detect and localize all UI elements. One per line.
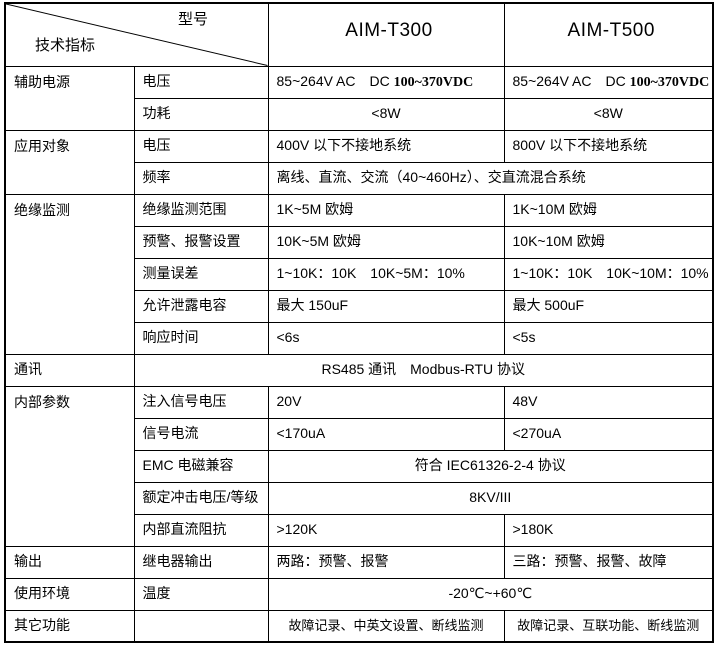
value-communication: RS485 通讯 Modbus-RTU 协议 (133, 353, 714, 387)
table-row: 内部直流阻抗 >120K >180K (5, 513, 714, 547)
value-app-voltage-t500: 800V 以下不接地系统 (503, 129, 714, 163)
category-internal: 内部参数 (4, 385, 135, 547)
table-row: 内部参数 注入信号电压 20V 48V (4, 385, 714, 547)
value-leak-capacitance-t500: 最大 500uF (503, 289, 714, 323)
value-measure-error-t300: 1~10K：10K 10K~5M：10% (267, 257, 505, 291)
corner-cell: 型号 技术指标 (4, 2, 269, 67)
aux-voltage-t300-plain: 85~264V AC DC (276, 72, 390, 89)
value-consumption-t500: <8W (503, 97, 714, 131)
value-temperature: -20℃~+60℃ (267, 577, 714, 611)
value-impulse-voltage: 8KV/III (267, 481, 714, 515)
aux-voltage-t500-plain: 85~264V AC DC (512, 72, 626, 89)
value-dc-impedance-t500: >180K (503, 513, 714, 547)
table-row: 使用环境 温度 -20℃~+60℃ (4, 577, 714, 611)
spec-signal-current: 信号电流 (133, 417, 269, 451)
value-dc-impedance-t300: >120K (267, 513, 505, 547)
table-row: 响应时间 <6s <5s (5, 321, 714, 355)
table-row: 其它功能 故障记录、中英文设置、断线监测 故障记录、互联功能、断线监测 (4, 609, 714, 643)
value-aux-voltage-t500: 85~264V AC DC 100~370VDC (503, 65, 714, 99)
value-leak-capacitance-t300: 最大 150uF (267, 289, 505, 323)
spec-table-container: 型号 技术指标 AIM-T300 AIM-T500 辅助电源 电压 85~264… (4, 2, 714, 643)
table-row: 绝缘监测 绝缘监测范围 1K~5M 欧姆 1K~10M 欧姆 (4, 193, 714, 355)
spec-relay-output: 继电器输出 (133, 545, 269, 579)
value-inject-voltage-t300: 20V (267, 385, 505, 419)
category-environment: 使用环境 (4, 577, 135, 611)
value-other-t300: 故障记录、中英文设置、断线监测 (267, 609, 505, 643)
table-row: 辅助电源 电压 85~264V AC DC 100~370VDC 85~264V… (4, 65, 714, 131)
table-row: 功耗 <8W <8W (5, 97, 714, 131)
spec-dc-impedance: 内部直流阻抗 (133, 513, 269, 547)
category-communication: 通讯 (4, 353, 135, 387)
spec-leak-capacitance: 允许泄露电容 (133, 289, 269, 323)
table-row: 输出 继电器输出 两路：预警、报警 三路：预警、报警、故障 (4, 545, 714, 579)
value-alarm-setting-t300: 10K~5M 欧姆 (267, 225, 505, 259)
category-other: 其它功能 (4, 609, 135, 643)
value-measure-error-t500: 1~10K：10K 10K~10M：10% (503, 257, 714, 291)
table-row: 通讯 RS485 通讯 Modbus-RTU 协议 (4, 353, 714, 387)
table-row: 应用对象 电压 400V 以下不接地系统 800V 以下不接地系统 (4, 129, 714, 195)
spec-measure-error: 测量误差 (133, 257, 269, 291)
value-relay-output-t300: 两路：预警、报警 (267, 545, 505, 579)
spec-emc: EMC 电磁兼容 (133, 449, 269, 483)
category-application: 应用对象 (4, 129, 135, 195)
spec-response-time: 响应时间 (133, 321, 269, 355)
value-inject-voltage-t500: 48V (503, 385, 714, 419)
table-row: 预警、报警设置 10K~5M 欧姆 10K~10M 欧姆 (5, 225, 714, 259)
value-insulation-range-t300: 1K~5M 欧姆 (267, 193, 505, 227)
spec-app-voltage: 电压 (133, 129, 269, 163)
spec-other-empty (133, 609, 269, 643)
corner-spec-label: 技术指标 (35, 37, 96, 54)
value-signal-current-t500: <270uA (503, 417, 714, 451)
value-insulation-range-t500: 1K~10M 欧姆 (503, 193, 714, 227)
value-other-t500: 故障记录、互联功能、断线监测 (503, 609, 714, 643)
header-model-t300: AIM-T300 (267, 2, 505, 67)
category-aux-power: 辅助电源 (4, 65, 135, 131)
category-insulation: 绝缘监测 (4, 193, 135, 355)
value-emc: 符合 IEC61326-2-4 协议 (267, 449, 714, 483)
value-consumption-t300: <8W (267, 97, 505, 131)
value-frequency: 离线、直流、交流（40~460Hz）、交直流混合系统 (267, 161, 714, 195)
spec-insulation-range: 绝缘监测范围 (133, 193, 269, 227)
table-row: 允许泄露电容 最大 150uF 最大 500uF (5, 289, 714, 323)
value-alarm-setting-t500: 10K~10M 欧姆 (503, 225, 714, 259)
aux-voltage-t500-bold: 100~370VDC (629, 74, 710, 90)
spec-temperature: 温度 (133, 577, 269, 611)
value-signal-current-t300: <170uA (267, 417, 505, 451)
header-model-t500: AIM-T500 (503, 2, 714, 67)
diagonal-divider (6, 4, 267, 65)
corner-model-label: 型号 (178, 11, 209, 28)
spec-impulse-voltage: 额定冲击电压/等级 (133, 481, 269, 515)
value-response-time-t300: <6s (267, 321, 505, 355)
table-row: 额定冲击电压/等级 8KV/III (5, 481, 714, 515)
table-row: 信号电流 <170uA <270uA (5, 417, 714, 451)
category-output: 输出 (4, 545, 135, 579)
value-relay-output-t500: 三路：预警、报警、故障 (503, 545, 714, 579)
aux-voltage-t300-bold: 100~370VDC (393, 74, 474, 90)
spec-inject-voltage: 注入信号电压 (133, 385, 269, 419)
spec-table: 型号 技术指标 AIM-T300 AIM-T500 辅助电源 电压 85~264… (4, 2, 714, 643)
table-row: 测量误差 1~10K：10K 10K~5M：10% 1~10K：10K 10K~… (5, 257, 714, 291)
spec-alarm-setting: 预警、报警设置 (133, 225, 269, 259)
spec-frequency: 频率 (133, 161, 269, 195)
spec-consumption: 功耗 (133, 97, 269, 131)
value-app-voltage-t300: 400V 以下不接地系统 (267, 129, 505, 163)
value-aux-voltage-t300: 85~264V AC DC 100~370VDC (267, 65, 505, 99)
table-header-row: 型号 技术指标 AIM-T300 AIM-T500 (4, 2, 714, 67)
spec-aux-voltage: 电压 (133, 65, 269, 99)
table-row: 频率 离线、直流、交流（40~460Hz）、交直流混合系统 (5, 161, 714, 195)
value-response-time-t500: <5s (503, 321, 714, 355)
